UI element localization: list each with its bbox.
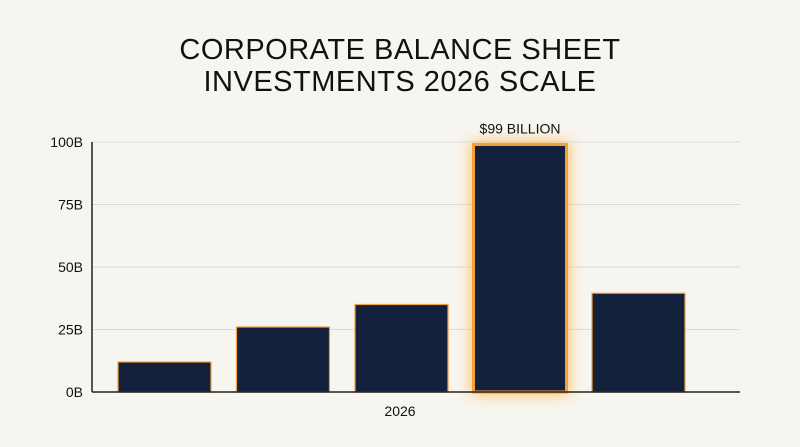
- y-tick-label: 50B: [58, 259, 83, 275]
- bar-highlighted: [472, 143, 568, 394]
- bar-value-label: $99 BILLION: [480, 121, 561, 137]
- chart-title-line-1: CORPORATE BALANCE SHEET: [179, 34, 621, 66]
- y-tick-label: 0B: [66, 384, 83, 400]
- bar: [117, 361, 212, 393]
- chart-title: CORPORATE BALANCE SHEET INVESTMENTS 2026…: [0, 34, 800, 98]
- labels: 0B 25B 50B 75B 100B $99 BILLION 2026: [50, 121, 560, 420]
- y-tick-label: 25B: [58, 322, 83, 338]
- bar: [591, 292, 686, 393]
- y-tick-label: 100B: [50, 134, 83, 150]
- bars: [117, 143, 686, 394]
- axes: [91, 142, 740, 393]
- y-tick-label: 75B: [58, 197, 83, 213]
- x-axis-label: 2026: [384, 403, 415, 419]
- chart-title-line-2: INVESTMENTS 2026 SCALE: [203, 66, 597, 98]
- bar: [354, 303, 449, 393]
- bar: [235, 326, 331, 393]
